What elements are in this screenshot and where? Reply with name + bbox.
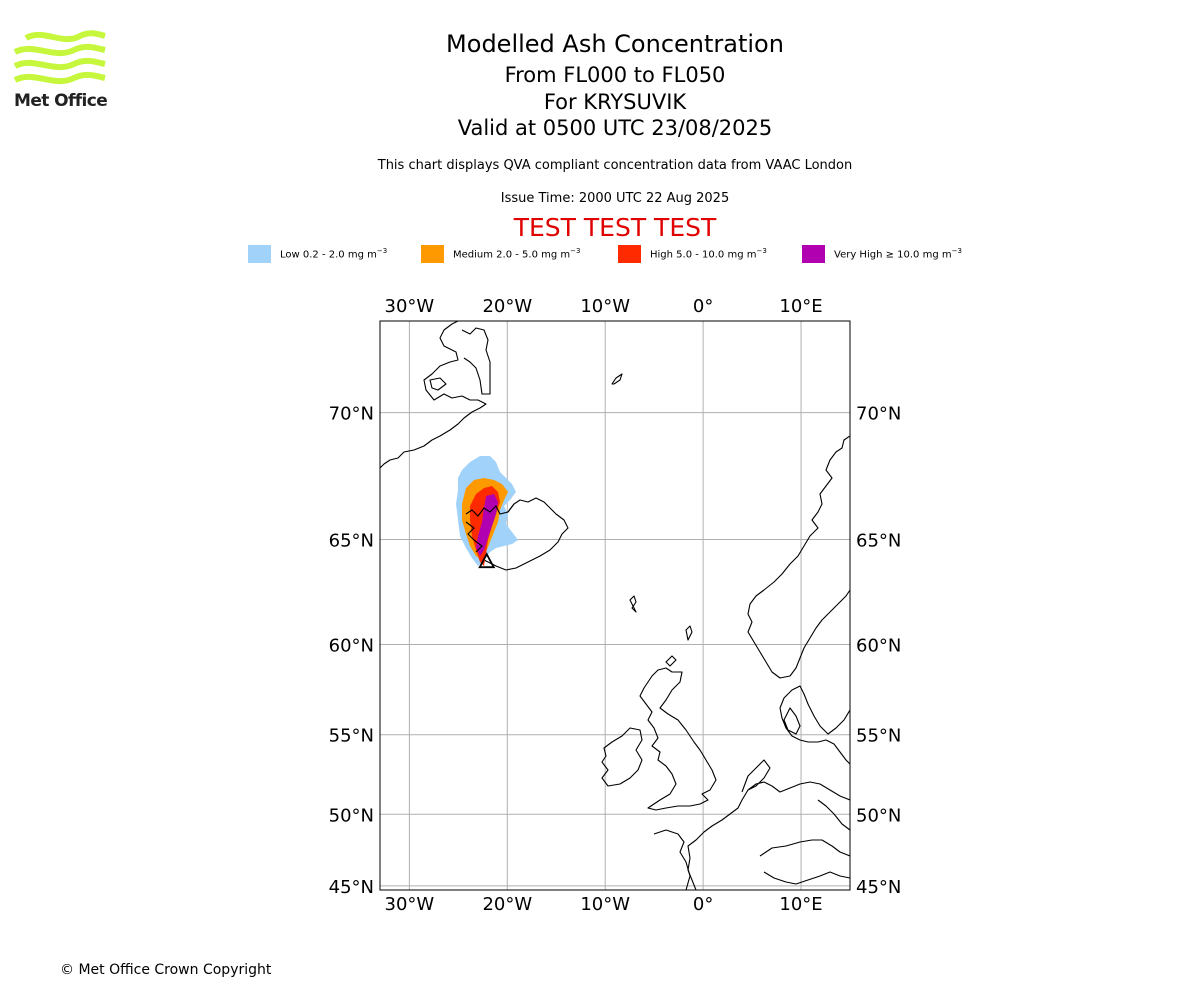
tick-label-lon-bottom: 20°W <box>482 894 532 915</box>
tick-label-lon-top: 0° <box>693 296 713 317</box>
tick-label-lon-bottom: 0° <box>693 894 713 915</box>
legend-swatch-very-high <box>802 245 825 263</box>
map-background <box>380 321 850 890</box>
tick-label-lat-left: 50°N <box>329 805 374 826</box>
coast-france <box>653 829 691 890</box>
test-banner: TEST TEST TEST <box>513 213 717 242</box>
coast-iceland-overlay <box>465 503 515 553</box>
legend-item-medium: Medium 2.0 - 5.0 mg m−3 <box>421 244 580 264</box>
tick-label-lat-left: 70°N <box>329 404 374 425</box>
coastlines <box>380 321 850 890</box>
flight-levels: From FL000 to FL050 <box>504 63 726 87</box>
tick-label-lon-bottom: 10°W <box>580 894 630 915</box>
valid-time: Valid at 0500 UTC 23/08/2025 <box>457 116 773 140</box>
copyright-notice: © Met Office Crown Copyright <box>60 962 272 978</box>
tick-label-lat-right: 50°N <box>856 805 901 826</box>
legend-exp-low: −3 <box>376 247 388 256</box>
map-frame <box>379 320 851 891</box>
disclaimer: This chart displays QVA compliant concen… <box>377 158 853 173</box>
tick-label-lat-left: 55°N <box>329 726 374 747</box>
tick-label-lon-top: 20°W <box>482 296 532 317</box>
legend-swatch-low <box>248 245 271 263</box>
tick-label-lat-right: 65°N <box>856 531 901 552</box>
coast-great-britain <box>639 667 717 811</box>
tick-label-lat-right: 45°N <box>856 877 901 898</box>
legend-item-low: Low 0.2 - 2.0 mg m−3 <box>248 244 387 264</box>
coast-jan-mayen <box>611 373 623 385</box>
volcano-marker-triangle <box>478 552 496 569</box>
legend-exp-medium: −3 <box>570 247 581 256</box>
volcano-name: For KRYSUVIK <box>543 90 687 114</box>
coast-shetland <box>665 655 677 667</box>
tick-label-lat-right: 60°N <box>856 636 901 657</box>
legend-label-very-high: Very High ≥ 10.0 mg m <box>834 249 952 261</box>
tick-label-lon-bottom: 30°W <box>385 894 435 915</box>
legend-label-high: High 5.0 - 10.0 mg m <box>650 249 757 261</box>
coast-greenland <box>380 321 491 469</box>
legend-swatch-high <box>618 245 641 263</box>
chart-title: Modelled Ash Concentration <box>446 30 784 58</box>
logo-wordmark: Met Office <box>14 91 108 111</box>
tick-label-lat-right: 70°N <box>856 404 901 425</box>
tick-label-lon-top: 10°W <box>580 296 630 317</box>
coast-ireland <box>601 727 643 787</box>
issue-time: Issue Time: 2000 UTC 22 Aug 2025 <box>500 191 730 206</box>
legend-swatch-medium <box>421 245 444 263</box>
coast-norway <box>747 435 850 679</box>
legend-label-low: Low 0.2 - 2.0 mg m <box>280 249 377 261</box>
coast-sweden-denmark <box>779 685 850 765</box>
tick-label-lon-bottom: 10°E <box>779 894 822 915</box>
legend-item-high: High 5.0 - 10.0 mg m−3 <box>618 244 767 264</box>
tick-label-lat-left: 65°N <box>329 531 374 552</box>
legend-exp-high: −3 <box>756 247 767 256</box>
legend-exp-very-high: −3 <box>951 247 962 256</box>
tick-label-lat-left: 60°N <box>329 636 374 657</box>
coast-continent <box>687 759 850 890</box>
tick-label-lat-left: 45°N <box>329 877 374 898</box>
tick-labels: 30°W 30°W 20°W 20°W 10°W 10°W 0° 0° 10°E 10°E 70°N… <box>329 296 902 915</box>
legend-label-medium: Medium 2.0 - 5.0 mg m <box>453 249 571 261</box>
legend-item-very-high: Very High ≥ 10.0 mg m−3 <box>802 244 962 264</box>
tick-label-lon-top: 30°W <box>385 296 435 317</box>
tick-label-lon-top: 10°E <box>779 296 822 317</box>
coast-faroes <box>629 595 693 641</box>
tick-label-lat-right: 55°N <box>856 726 901 747</box>
met-office-logo <box>14 30 106 85</box>
coast-baltic <box>759 799 850 885</box>
